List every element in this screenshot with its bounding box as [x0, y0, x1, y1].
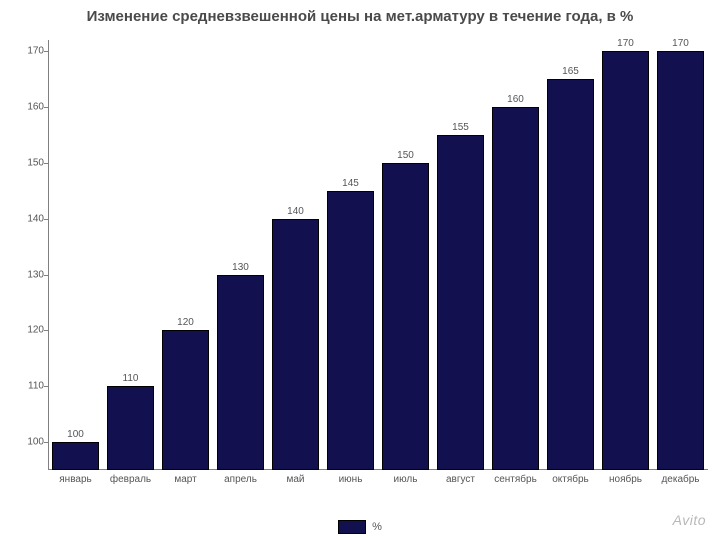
x-category-label: март: [174, 474, 196, 485]
bar-value-label: 110: [123, 373, 139, 384]
y-tick-label: 140: [14, 213, 44, 224]
bar-value-label: 165: [562, 66, 579, 77]
bar-value-label: 100: [67, 429, 84, 440]
bar: [52, 442, 99, 470]
y-tick-label: 100: [14, 437, 44, 448]
bar-value-label: 140: [287, 206, 304, 217]
bars-container: 100 110 120 130 140 145 150 155 160 165 170 170: [48, 40, 708, 470]
x-category-label: февраль: [110, 474, 151, 485]
bar-value-label: 120: [177, 317, 194, 328]
bar: [657, 51, 704, 470]
bar-value-label: 130: [232, 262, 249, 273]
y-tick-label: 130: [14, 269, 44, 280]
x-category-label: апрель: [224, 474, 257, 485]
bar: [107, 386, 154, 470]
bar-value-label: 160: [507, 94, 524, 105]
bar-value-label: 145: [342, 178, 359, 189]
y-tick-label: 150: [14, 157, 44, 168]
x-category-label: ноябрь: [609, 474, 642, 485]
y-tick-label: 160: [14, 102, 44, 113]
chart-root: Изменение средневзвешенной цены на мет.а…: [0, 0, 720, 540]
x-category-label: июль: [394, 474, 418, 485]
chart-title: Изменение средневзвешенной цены на мет.а…: [0, 8, 720, 25]
bar: [437, 135, 484, 470]
bar: [382, 163, 429, 470]
y-tick-label: 120: [14, 325, 44, 336]
x-category-label: октябрь: [552, 474, 589, 485]
y-tick-label: 170: [14, 46, 44, 57]
bar: [492, 107, 539, 470]
x-category-label: январь: [59, 474, 91, 485]
bar-value-label: 150: [397, 150, 414, 161]
legend-swatch: [338, 520, 366, 534]
watermark: Avito: [673, 512, 706, 528]
bar: [272, 219, 319, 470]
legend-label: %: [372, 521, 382, 533]
x-category-label: июнь: [339, 474, 363, 485]
x-category-label: август: [446, 474, 475, 485]
plot-area: 100 110 120 130 140 150 160 170 100 110 120 130 140…: [48, 40, 708, 470]
bar: [327, 191, 374, 470]
bar: [217, 275, 264, 470]
bar-value-label: 155: [452, 122, 469, 133]
bar-value-label: 170: [672, 38, 689, 49]
x-category-label: май: [286, 474, 304, 485]
bar: [602, 51, 649, 470]
bar: [162, 330, 209, 470]
x-category-label: сентябрь: [494, 474, 537, 485]
bar-value-label: 170: [617, 38, 634, 49]
legend: %: [0, 520, 720, 534]
bar: [547, 79, 594, 470]
x-category-label: декабрь: [661, 474, 699, 485]
y-tick-label: 110: [14, 381, 44, 392]
